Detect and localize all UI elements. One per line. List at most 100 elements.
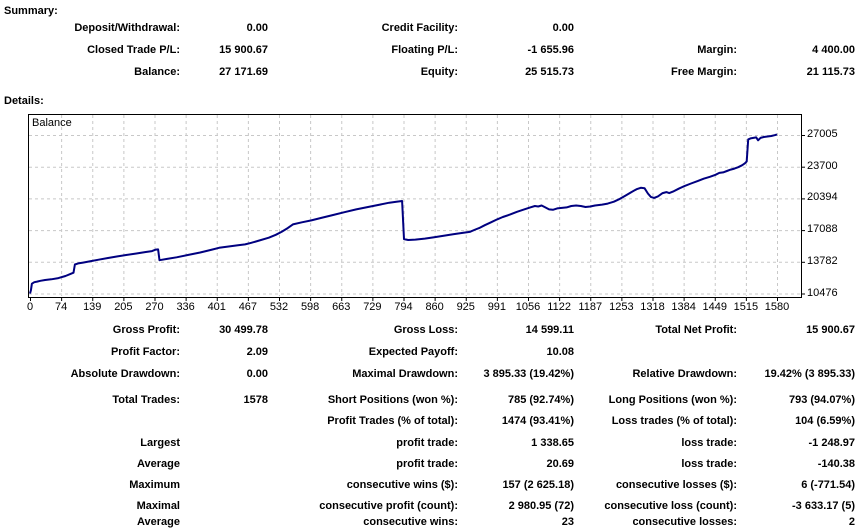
stat-field-value: 104 (6.59%): [795, 415, 855, 427]
summary-field-value: 21 115.73: [806, 66, 855, 78]
stat-field-label: Short Positions (won %):: [327, 394, 458, 406]
summary-field-value: 25 515.73: [525, 66, 574, 78]
x-axis-tick-label: 532: [269, 301, 289, 313]
x-axis-tick-label: 1122: [547, 301, 571, 313]
stat-field-value: 6 (-771.54): [801, 479, 855, 491]
summary-field-label: Credit Facility:: [381, 22, 458, 34]
stat-field-value: 785 (92.74%): [507, 394, 574, 406]
stat-field-label: consecutive wins:: [363, 516, 458, 528]
x-axis-tick-label: 1187: [578, 301, 603, 313]
stat-field-value: 157 (2 625.18): [502, 479, 574, 491]
stat-field-label: Profit Trades (% of total):: [327, 415, 458, 427]
stat-field-label: consecutive losses:: [632, 516, 737, 528]
summary-field-label: Margin:: [697, 44, 737, 56]
stat-field-value: -3 633.17 (5): [792, 500, 855, 512]
stat-field-value: 2.09: [246, 346, 268, 358]
x-axis-tick-label: 205: [114, 301, 133, 313]
summary-field-label: Balance:: [134, 66, 180, 78]
stat-field-label: loss trade:: [681, 437, 737, 449]
x-axis-tick-label: 1253: [609, 301, 634, 313]
stat-field-value: 793 (94.07%): [788, 394, 855, 406]
stat-field-value: 10.08: [546, 346, 574, 358]
summary-field-label: Equity:: [420, 66, 458, 78]
stat-field-value: 23: [561, 516, 574, 528]
stat-field-value: -140.38: [817, 458, 855, 470]
summary-field-value: 27 171.69: [219, 66, 268, 78]
stat-field-value: 19.42% (3 895.33): [764, 368, 855, 380]
stat-field-value: -1 248.97: [808, 437, 855, 449]
y-axis-tick-label: 23700: [807, 159, 838, 172]
x-axis-tick-label: 991: [487, 301, 507, 313]
stat-field-label: Maximum: [129, 479, 180, 491]
x-axis-tick-label: 925: [456, 301, 475, 313]
stat-field-label: Expected Payoff:: [368, 346, 458, 358]
y-axis-tick-label: 17088: [807, 223, 838, 236]
chart-series-label: Balance: [32, 117, 72, 129]
y-axis-tick-label: 27005: [807, 128, 838, 140]
x-axis-tick-label: 794: [394, 301, 413, 313]
stat-field-label: Total Net Profit:: [655, 324, 737, 336]
x-axis-tick-label: 598: [300, 301, 320, 313]
stat-field-label: consecutive wins ($):: [346, 479, 458, 491]
stat-field-label: Relative Drawdown:: [632, 368, 737, 380]
x-axis-tick-label: 729: [363, 301, 382, 313]
stat-field-label: consecutive profit (count):: [319, 500, 458, 512]
balance-line: [29, 133, 778, 294]
stat-field-value: 1474 (93.41%): [501, 415, 574, 427]
x-axis-tick-label: 1449: [702, 301, 727, 313]
stat-field-label: Profit Factor:: [110, 346, 180, 358]
x-axis-tick-label: 1515: [733, 301, 759, 313]
summary-field-value: 0.00: [552, 22, 574, 34]
x-axis-tick-label: 0: [26, 301, 34, 313]
stat-field-value: 2: [848, 516, 855, 528]
stat-field-label: Total Trades:: [112, 394, 180, 406]
x-axis-tick-label: 139: [83, 301, 102, 313]
stat-field-value: 14 599.11: [525, 324, 574, 336]
stat-field-value: 1578: [243, 394, 268, 406]
stat-field-label: Maximal Drawdown:: [352, 368, 458, 380]
stat-field-label: Absolute Drawdown:: [70, 368, 180, 380]
stat-field-label: Maximal: [136, 500, 180, 512]
x-axis-tick-label: 401: [207, 301, 226, 313]
summary-field-value: -1 655.96: [527, 44, 574, 56]
summary-field-value: 0.00: [246, 22, 268, 34]
stat-field-label: Average: [136, 516, 180, 528]
x-axis-tick-label: 467: [238, 301, 258, 313]
x-axis-tick-label: 860: [425, 301, 444, 313]
summary-field-value: 4 400.00: [812, 44, 855, 56]
stat-field-value: 2 980.95 (72): [508, 500, 574, 512]
x-axis-tick-label: 336: [176, 301, 195, 313]
x-axis-tick-label: 1056: [515, 301, 541, 313]
stat-field-value: 15 900.67: [806, 324, 855, 336]
summary-field-value: 15 900.67: [219, 44, 268, 56]
summary-field-label: Deposit/Withdrawal:: [74, 22, 180, 34]
stat-field-label: Largest: [140, 437, 180, 449]
details-title: Details:: [4, 95, 44, 107]
x-axis-tick-label: 1318: [640, 301, 665, 313]
stat-field-label: Average: [136, 458, 180, 470]
summary-field-label: Free Margin:: [670, 66, 737, 78]
stat-field-label: profit trade:: [396, 458, 458, 470]
x-axis-tick-label: 74: [55, 301, 68, 313]
stat-field-value: 30 499.78: [219, 324, 268, 336]
summary-field-label: Closed Trade P/L:: [87, 44, 180, 56]
stat-field-label: Gross Loss:: [393, 324, 458, 336]
y-axis-tick-label: 20394: [807, 191, 838, 204]
y-axis-tick-label: 10476: [807, 286, 838, 299]
stat-field-label: consecutive loss (count):: [604, 500, 737, 512]
stat-field-label: Loss trades (% of total):: [611, 415, 737, 427]
summary-field-label: Floating P/L:: [391, 44, 458, 56]
stat-field-label: consecutive losses ($):: [615, 479, 737, 491]
stat-field-label: Long Positions (won %):: [608, 394, 737, 406]
stat-field-value: 0.00: [246, 368, 268, 380]
x-axis-tick-label: 1580: [764, 301, 790, 313]
stat-field-label: Gross Profit:: [112, 324, 180, 336]
x-axis-tick-label: 1384: [671, 301, 696, 313]
summary-title: Summary:: [4, 5, 58, 17]
y-axis-tick-label: 13782: [807, 254, 838, 267]
x-axis-tick-label: 663: [332, 301, 351, 313]
stat-field-value: 20.69: [546, 458, 574, 470]
stat-field-value: 1 338.65: [531, 437, 574, 449]
stat-field-value: 3 895.33 (19.42%): [483, 368, 574, 380]
